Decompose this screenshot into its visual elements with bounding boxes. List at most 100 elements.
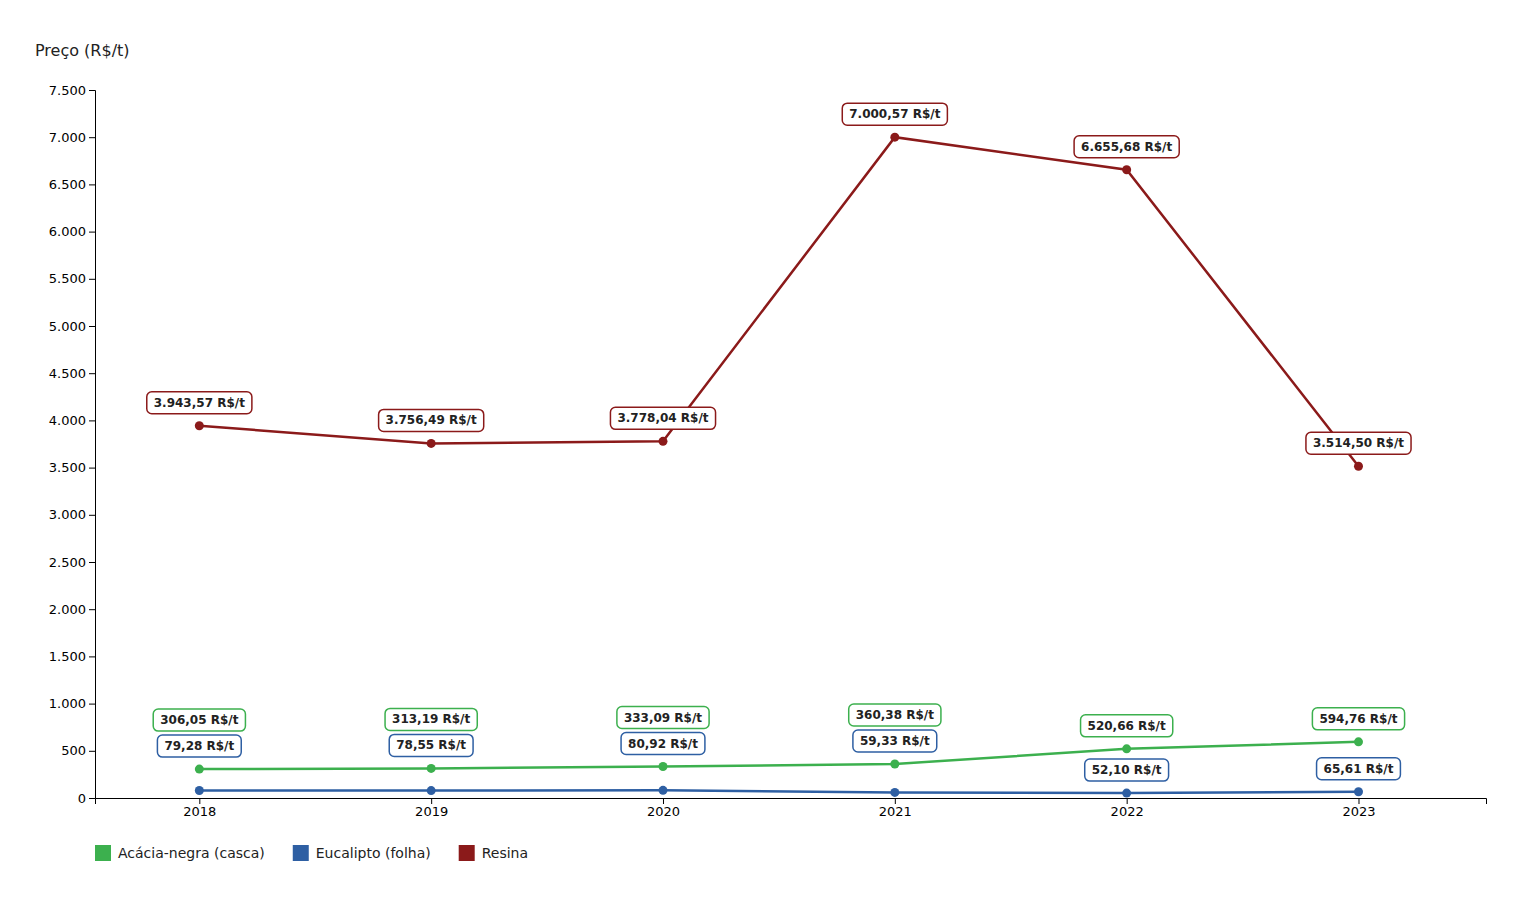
legend: Acácia-negra (casca)Eucalipto (folha)Res… (95, 845, 528, 861)
tick: 1.500 (49, 649, 95, 664)
data-label: 360,38 R$/t (849, 704, 941, 726)
data-label-text: 3.943,57 R$/t (154, 396, 245, 410)
tick-mark (89, 137, 95, 138)
data-label-text: 3.778,04 R$/t (617, 411, 708, 425)
tick-label: 6.500 (49, 177, 86, 192)
tick-label: 3.000 (49, 507, 86, 522)
label-box (1312, 708, 1404, 730)
label-box (849, 704, 941, 726)
data-label-text: 313,19 R$/t (392, 712, 470, 726)
tick: 2020 (647, 798, 680, 819)
legend-swatch (293, 845, 309, 861)
tick-mark (89, 515, 95, 516)
line (199, 137, 1358, 466)
tick-mark (431, 798, 432, 804)
tick-mark (895, 798, 896, 804)
tick: 2021 (879, 798, 912, 819)
marker (658, 762, 667, 771)
data-label: 594,76 R$/t (1312, 708, 1404, 730)
marker (658, 786, 667, 795)
series (195, 737, 1363, 773)
tick-label: 2019 (415, 804, 448, 819)
axis-line (89, 91, 96, 799)
data-label-text: 7.000,57 R$/t (849, 107, 940, 121)
tick-label: 2022 (1111, 804, 1144, 819)
tick-mark (89, 232, 95, 233)
data-label: 313,19 R$/t (385, 708, 477, 730)
data-label: 7.000,57 R$/t (842, 103, 947, 125)
data-label-text: 594,76 R$/t (1319, 712, 1397, 726)
data-label-text: 78,55 R$/t (396, 738, 466, 752)
tick-label: 2020 (647, 804, 680, 819)
tick-mark (89, 562, 95, 563)
tick-mark (89, 184, 95, 185)
data-labels: 79,28 R$/t 306,05 R$/t 3.943,57 R$/t 78,55 … (147, 103, 1411, 781)
tick-label: 2018 (183, 804, 216, 819)
tick-label: 2023 (1342, 804, 1375, 819)
marker (195, 786, 204, 795)
legend-item: Eucalipto (folha) (293, 845, 431, 861)
data-label: 79,28 R$/t (157, 735, 241, 757)
axis-line (96, 799, 1487, 805)
marker (427, 764, 436, 773)
data-label-text: 360,38 R$/t (856, 708, 934, 722)
tick: 7.500 (49, 83, 95, 98)
data-label-text: 6.655,68 R$/t (1081, 140, 1172, 154)
tick: 5.000 (49, 319, 95, 334)
tick: 2.500 (49, 555, 95, 570)
tick: 2023 (1342, 798, 1375, 819)
data-label-text: 306,05 R$/t (160, 713, 238, 727)
tick-label: 1.000 (49, 696, 86, 711)
tick-label: 5.000 (49, 319, 86, 334)
tick-mark (89, 90, 95, 91)
data-label: 65,61 R$/t (1317, 758, 1401, 780)
line (199, 790, 1358, 793)
plot: 20182019202020212022202305001.0001.5002.… (49, 83, 1487, 820)
data-label: 333,09 R$/t (617, 707, 709, 729)
data-label: 3.756,49 R$/t (379, 409, 484, 431)
tick-label: 1.500 (49, 649, 86, 664)
data-label: 52,10 R$/t (1085, 759, 1169, 781)
series-group (195, 133, 1363, 798)
tick-mark (89, 420, 95, 421)
legend-item: Acácia-negra (casca) (95, 845, 265, 861)
marker (1122, 789, 1131, 798)
tick-label: 2.000 (49, 602, 86, 617)
legend-swatch (95, 845, 111, 861)
label-box (853, 730, 937, 752)
tick-label: 4.000 (49, 413, 86, 428)
tick-label: 2.500 (49, 555, 86, 570)
tick-mark (89, 326, 95, 327)
marker (1122, 165, 1131, 174)
marker (1354, 737, 1363, 746)
tick: 6.000 (49, 224, 95, 239)
tick-label: 3.500 (49, 460, 86, 475)
tick: 4.000 (49, 413, 95, 428)
marker (1354, 462, 1363, 471)
label-box (389, 734, 473, 756)
label-box (617, 707, 709, 729)
tick-label: 7.000 (49, 130, 86, 145)
marker (195, 765, 204, 774)
tick: 0 (78, 791, 95, 806)
marker (890, 133, 899, 142)
label-box (157, 735, 241, 757)
tick-label: 2021 (879, 804, 912, 819)
x-axis: 2018 2019 2020 2021 2022 2023 (96, 798, 1487, 819)
tick-mark (89, 798, 95, 799)
label-box (153, 709, 245, 731)
data-label: 78,55 R$/t (389, 734, 473, 756)
data-label-text: 65,61 R$/t (1324, 762, 1394, 776)
data-label: 6.655,68 R$/t (1074, 136, 1179, 158)
tick-label: 5.500 (49, 271, 86, 286)
legend-label: Eucalipto (folha) (316, 845, 431, 861)
data-label-text: 520,66 R$/t (1088, 719, 1166, 733)
data-label: 80,92 R$/t (621, 733, 705, 755)
tick: 5.500 (49, 271, 95, 286)
tick: 3.500 (49, 460, 95, 475)
tick-mark (89, 373, 95, 374)
tick-mark (89, 609, 95, 610)
label-box (379, 409, 484, 431)
tick-mark (1358, 798, 1359, 804)
data-label-text: 3.756,49 R$/t (386, 413, 477, 427)
